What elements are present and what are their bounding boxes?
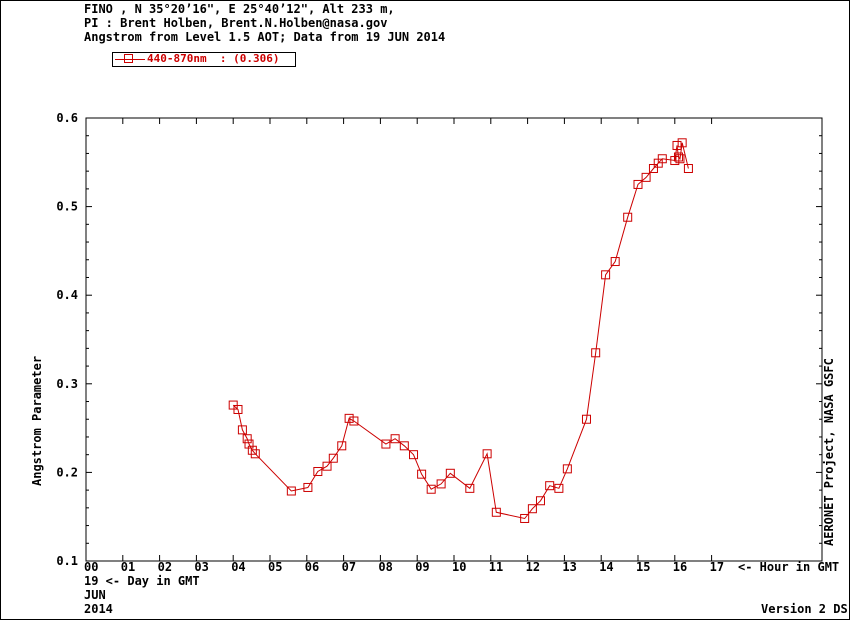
x-tick-label: 15 (636, 560, 650, 574)
data-point (677, 138, 687, 148)
data-point (562, 464, 572, 474)
data-point (648, 164, 658, 174)
year-label: 2014 (84, 602, 113, 616)
x-tick-label: 07 (342, 560, 356, 574)
data-point (465, 483, 475, 493)
data-point (482, 449, 492, 459)
version-label: Version 2 DS (761, 602, 848, 616)
x-tick-label: 01 (121, 560, 135, 574)
data-point (303, 482, 313, 492)
data-point (520, 513, 530, 523)
data-point (426, 484, 436, 494)
data-point (623, 212, 633, 222)
x-tick-label: 02 (158, 560, 172, 574)
x-tick-label: 06 (305, 560, 319, 574)
site-header-line: FINO , N 35°20’16", E 25°40’12", Alt 233… (84, 2, 395, 16)
data-point (381, 439, 391, 449)
y-tick-label: 0.2 (56, 465, 78, 479)
data-point (390, 434, 400, 444)
plot-area-border (85, 117, 823, 562)
legend-label: 440-870nm : (0.306) (147, 52, 280, 65)
data-point (409, 450, 419, 460)
x-tick-label: 05 (268, 560, 282, 574)
data-point (337, 441, 347, 451)
data-point (673, 152, 683, 162)
data-point (601, 270, 611, 280)
x-tick-label: 10 (452, 560, 466, 574)
data-point (527, 504, 537, 514)
x-tick-label: 04 (231, 560, 245, 574)
data-point (610, 257, 620, 267)
data-point (250, 449, 260, 459)
data-point (244, 439, 254, 449)
data-point (399, 441, 409, 451)
y-tick-label: 0.4 (56, 288, 78, 302)
x-tick-label: 14 (599, 560, 613, 574)
data-point (237, 425, 247, 435)
data-point (436, 479, 446, 489)
x-tick-label: 08 (378, 560, 392, 574)
data-point (417, 469, 427, 479)
pi-header-line: PI : Brent Holben, Brent.N.Holben@nasa.g… (84, 16, 388, 30)
data-point (672, 140, 682, 150)
y-tick-label: 0.1 (56, 554, 78, 568)
y-tick-label: 0.5 (56, 200, 78, 214)
x-tick-label: 11 (489, 560, 503, 574)
data-point (535, 496, 545, 506)
x-tick-label: 16 (673, 560, 687, 574)
y-tick-label: 0.3 (56, 377, 78, 391)
data-point (445, 468, 455, 478)
data-point (233, 404, 243, 414)
x-tick-label: 00 (84, 560, 98, 574)
side-credit-label: AERONET Project, NASA GSFC (822, 358, 836, 546)
legend-line-swatch (115, 59, 145, 60)
series-line (232, 142, 689, 520)
data-point (675, 154, 685, 164)
x-tick-label: 03 (194, 560, 208, 574)
data-point (683, 164, 693, 174)
data-point (554, 483, 564, 493)
x-tick-label: 12 (526, 560, 540, 574)
y-tick-label: 0.6 (56, 111, 78, 125)
x-tick-label: 13 (562, 560, 576, 574)
data-point (641, 172, 651, 182)
data-point (322, 461, 332, 471)
legend-square-marker-icon (124, 54, 133, 63)
month-label: JUN (84, 588, 106, 602)
data-point (591, 348, 601, 358)
data-point (657, 154, 667, 164)
data-point (242, 434, 252, 444)
y-axis-label: Angstrom Parameter (30, 356, 44, 486)
x-tick-label: 09 (415, 560, 429, 574)
legend-box: 440-870nm : (0.306) (112, 52, 296, 67)
x-tick-label: 17 (710, 560, 724, 574)
data-point (349, 416, 359, 426)
chart-title: Angstrom from Level 1.5 AOT; Data from 1… (84, 30, 446, 44)
data-point (286, 486, 296, 496)
data-point (491, 507, 501, 517)
data-point (633, 179, 643, 189)
data-point (313, 467, 323, 477)
day-label: 19 <- Day in GMT (84, 574, 200, 588)
x-axis-unit-label: <- Hour in GMT (738, 560, 839, 574)
data-point (344, 413, 354, 423)
data-point (581, 414, 591, 424)
data-point (328, 453, 338, 463)
data-point (545, 481, 555, 491)
